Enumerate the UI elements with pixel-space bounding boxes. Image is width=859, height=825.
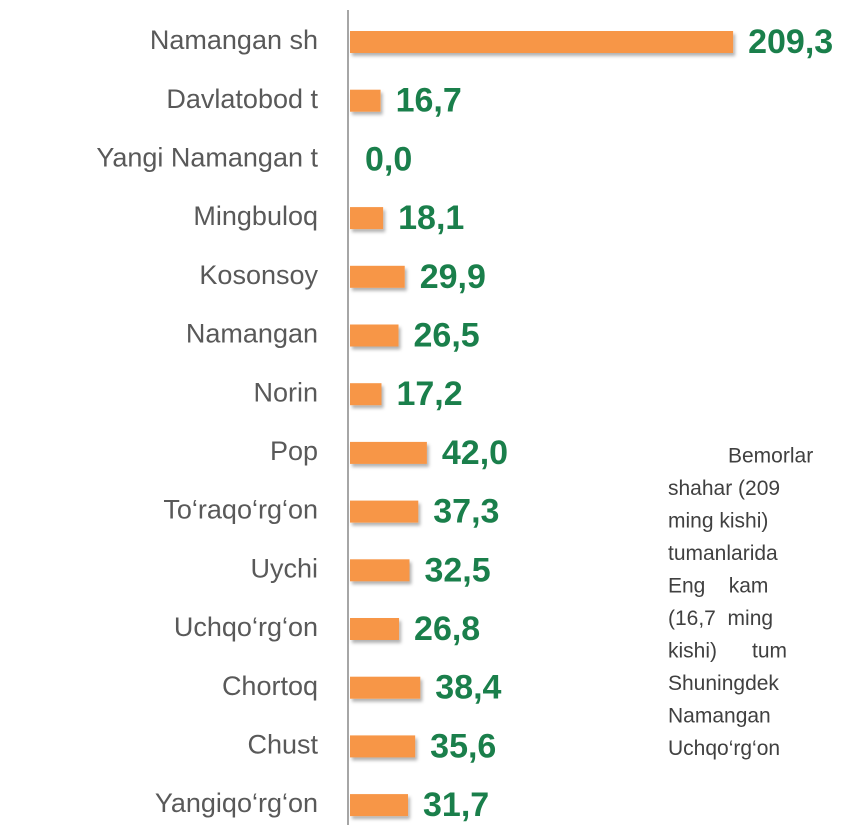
category-label: Chortoq <box>222 671 318 701</box>
value-label: 18,1 <box>398 199 464 237</box>
note-line: Eng kam <box>668 575 768 598</box>
bar <box>350 618 400 640</box>
note-line: Shuningdek <box>668 672 779 695</box>
category-label: Kosonsoy <box>199 260 318 290</box>
category-label: Davlatobod t <box>166 84 318 114</box>
value-label: 38,4 <box>435 669 501 707</box>
value-label: 29,9 <box>420 258 486 296</box>
category-label: Uychi <box>250 553 318 583</box>
category-label: Yangi Namangan t <box>96 143 318 173</box>
category-label: Namangan sh <box>150 25 318 55</box>
bar <box>350 441 427 464</box>
value-label: 26,5 <box>414 316 480 354</box>
note-line: shahar (209 <box>668 477 780 500</box>
bar <box>350 265 405 288</box>
value-label: 17,2 <box>396 375 462 413</box>
value-label: 16,7 <box>396 82 462 120</box>
bar <box>350 735 416 758</box>
value-label: 32,5 <box>424 551 490 589</box>
category-label: To‘raqo‘rg‘on <box>163 495 318 525</box>
category-label: Norin <box>253 377 318 407</box>
bar <box>350 559 410 582</box>
category-label: Mingbuloq <box>193 201 318 231</box>
note-line: kishi) tum <box>668 640 787 663</box>
category-label: Pop <box>270 436 318 466</box>
value-label: 31,7 <box>423 786 489 824</box>
note-line: ming kishi) <box>668 510 768 533</box>
value-label: 209,3 <box>748 23 833 61</box>
category-label: Chust <box>247 730 318 760</box>
note-line: (16,7 ming <box>668 607 773 630</box>
bar <box>350 31 734 53</box>
value-label: 35,6 <box>430 727 496 765</box>
value-label: 26,8 <box>414 610 480 648</box>
note-line: tumanlarida <box>668 542 778 565</box>
category-label: Yangiqo‘rg‘on <box>155 788 318 818</box>
category-label: Uchqo‘rg‘on <box>174 612 318 642</box>
note-line: Uchqo‘rg‘on <box>668 737 780 760</box>
value-label: 37,3 <box>433 493 499 531</box>
bar <box>350 676 421 699</box>
bar <box>350 207 384 230</box>
value-label: 0,0 <box>365 140 412 178</box>
bar <box>350 794 409 817</box>
category-label: Namangan <box>186 319 318 349</box>
bar <box>350 89 381 112</box>
note-line: Bemorlar <box>728 445 813 468</box>
bar <box>350 500 419 523</box>
bar <box>350 383 382 406</box>
bar <box>350 324 399 347</box>
value-label: 42,0 <box>442 434 508 472</box>
note-line: Namangan <box>668 705 771 728</box>
